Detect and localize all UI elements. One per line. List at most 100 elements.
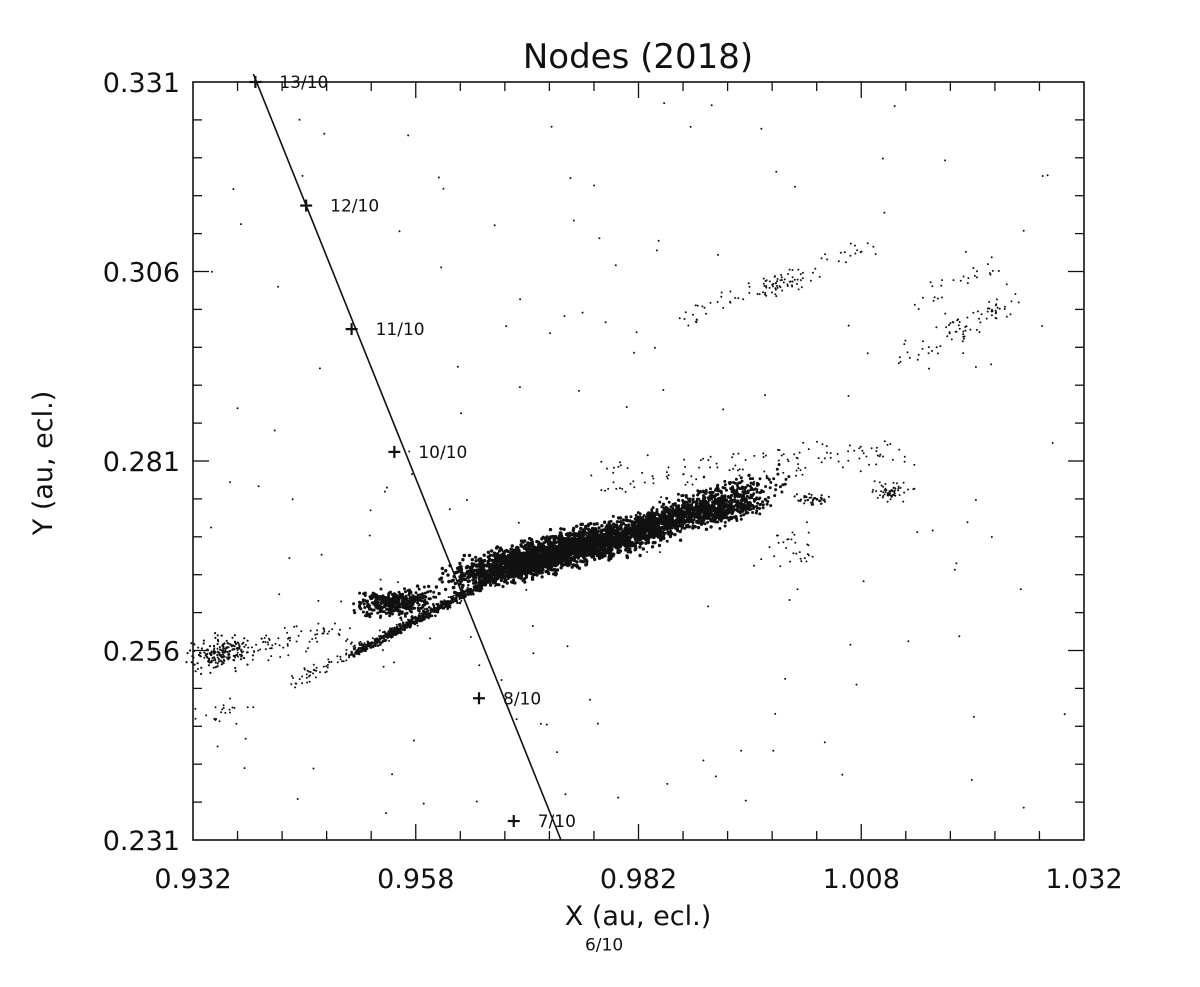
node-point bbox=[704, 510, 708, 514]
node-point bbox=[440, 566, 444, 571]
node-point bbox=[391, 612, 394, 616]
node-point bbox=[678, 529, 682, 534]
node-point bbox=[382, 637, 385, 640]
node-point bbox=[669, 529, 673, 533]
node-point bbox=[505, 581, 509, 585]
node-point bbox=[723, 524, 727, 528]
node-point bbox=[434, 585, 439, 589]
node-point bbox=[432, 590, 436, 594]
node-point bbox=[681, 510, 685, 513]
node-point bbox=[500, 572, 503, 576]
node-point bbox=[404, 590, 407, 594]
node-point bbox=[710, 492, 714, 496]
node-point bbox=[549, 545, 553, 549]
node-point bbox=[497, 560, 501, 564]
node-point bbox=[732, 488, 735, 492]
node-point bbox=[501, 584, 505, 589]
node-point bbox=[508, 575, 512, 579]
node-point bbox=[662, 523, 666, 527]
node-point bbox=[516, 565, 521, 569]
node-point bbox=[734, 517, 738, 521]
node-point bbox=[727, 518, 731, 522]
node-point bbox=[388, 634, 391, 637]
node-point bbox=[525, 571, 529, 575]
node-point bbox=[708, 498, 712, 502]
node-point bbox=[597, 526, 601, 530]
node-point bbox=[510, 571, 515, 575]
node-point bbox=[578, 536, 582, 541]
node-point bbox=[604, 536, 608, 540]
node-point bbox=[309, 674, 312, 677]
node-point bbox=[478, 578, 482, 582]
node-point bbox=[438, 577, 442, 581]
node-point bbox=[736, 501, 740, 505]
node-point bbox=[739, 476, 743, 480]
node-point bbox=[624, 548, 628, 552]
node-point bbox=[456, 601, 459, 605]
node-point bbox=[764, 498, 768, 502]
node-point bbox=[646, 540, 650, 544]
node-point bbox=[723, 479, 727, 483]
node-point bbox=[636, 527, 640, 531]
node-point bbox=[379, 634, 382, 637]
node-point bbox=[312, 672, 314, 675]
node-point bbox=[500, 576, 503, 579]
node-point bbox=[465, 589, 468, 592]
node-point bbox=[633, 527, 637, 531]
node-point bbox=[610, 532, 614, 536]
node-point bbox=[684, 514, 688, 517]
node-point bbox=[439, 601, 442, 603]
node-point bbox=[482, 583, 485, 587]
node-point bbox=[556, 559, 560, 563]
node-point bbox=[665, 539, 669, 543]
node-point bbox=[578, 541, 582, 545]
node-point bbox=[717, 509, 721, 512]
node-point bbox=[740, 479, 744, 483]
node-point bbox=[414, 616, 418, 620]
node-point bbox=[441, 571, 445, 576]
node-point bbox=[463, 591, 466, 595]
node-point bbox=[659, 537, 664, 541]
node-point bbox=[618, 520, 623, 524]
node-point bbox=[650, 519, 654, 523]
node-point bbox=[775, 467, 779, 471]
node-point bbox=[358, 591, 362, 595]
node-point bbox=[740, 501, 744, 505]
node-point bbox=[467, 588, 470, 591]
node-point bbox=[713, 513, 716, 516]
node-point bbox=[693, 525, 697, 529]
node-point bbox=[755, 481, 759, 485]
node-point bbox=[706, 506, 710, 510]
node-point bbox=[391, 635, 394, 638]
node-point bbox=[663, 510, 667, 514]
node-point bbox=[659, 526, 663, 530]
node-point bbox=[612, 543, 617, 548]
node-point bbox=[644, 537, 648, 541]
node-point bbox=[545, 559, 549, 563]
node-point bbox=[650, 545, 655, 549]
node-point bbox=[676, 492, 680, 496]
node-point bbox=[345, 649, 348, 651]
node-point bbox=[294, 682, 297, 685]
node-point bbox=[382, 635, 385, 638]
node-point bbox=[461, 558, 465, 562]
node-point bbox=[458, 566, 463, 570]
node-point bbox=[469, 593, 473, 596]
node-point bbox=[380, 641, 384, 644]
node-point bbox=[658, 514, 662, 518]
node-point bbox=[383, 631, 386, 634]
node-point bbox=[477, 581, 480, 584]
node-point bbox=[612, 524, 617, 528]
node-point bbox=[427, 584, 431, 589]
node-point bbox=[699, 523, 703, 526]
node-point bbox=[527, 565, 531, 569]
node-point bbox=[534, 555, 538, 559]
node-point bbox=[764, 485, 768, 488]
node-point bbox=[577, 551, 581, 555]
node-point bbox=[497, 583, 501, 587]
node-point bbox=[411, 621, 414, 624]
node-point bbox=[388, 629, 391, 632]
node-point bbox=[472, 592, 475, 596]
node-point bbox=[561, 562, 565, 566]
